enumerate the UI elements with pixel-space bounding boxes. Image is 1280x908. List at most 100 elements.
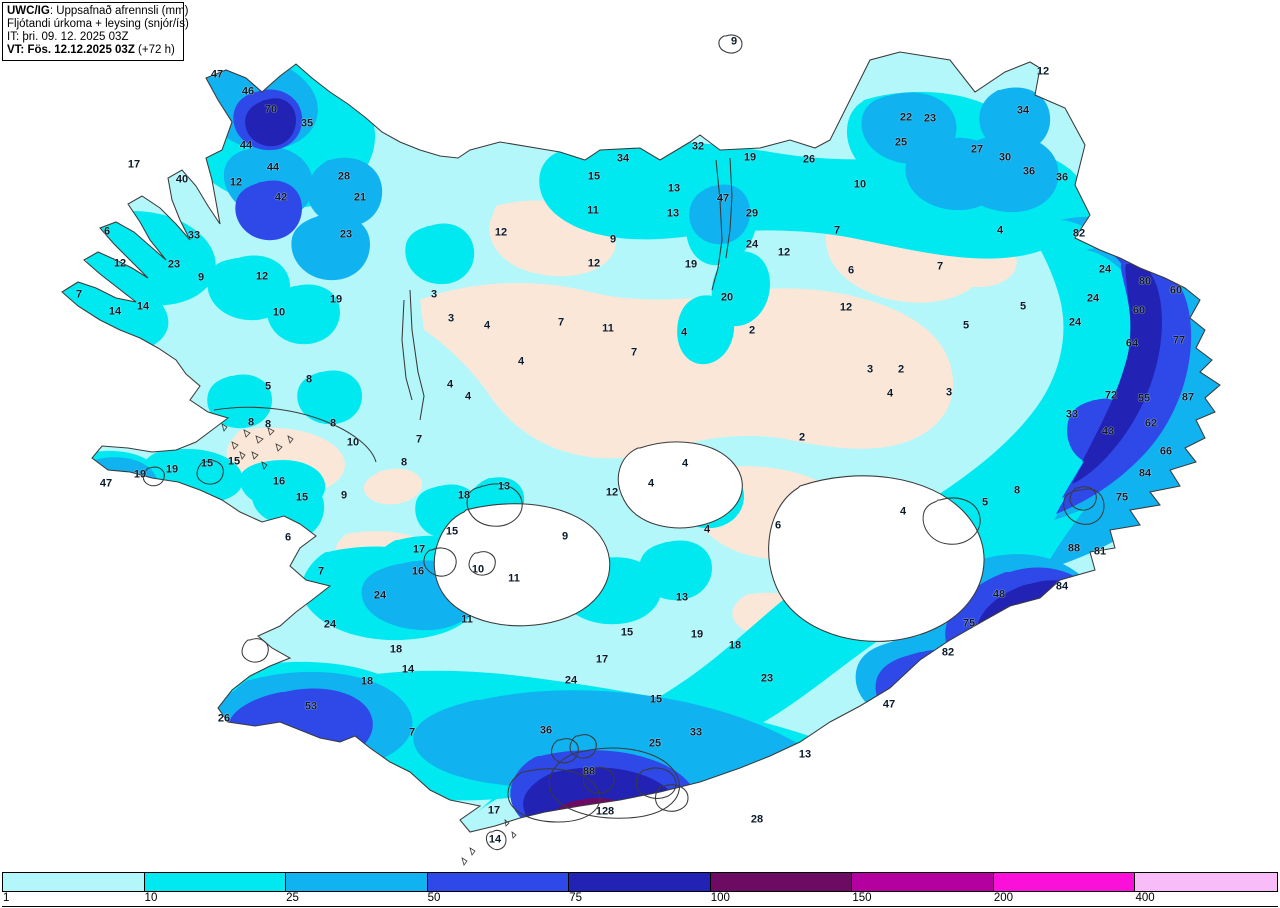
station-value: 33 xyxy=(187,229,201,242)
colorbar-legend: 1 10 25 50 75 100 150 200 400 xyxy=(0,872,1280,908)
map-legend-header: UWC/IG: Uppsafnað afrennsli (mm) Fljótan… xyxy=(2,2,189,61)
station-value: 15 xyxy=(227,455,241,468)
station-value: 27 xyxy=(970,143,984,156)
station-value: 19 xyxy=(690,628,704,641)
station-value: 18 xyxy=(728,639,742,652)
station-value: 84 xyxy=(1055,580,1069,593)
station-value: 5 xyxy=(1019,300,1027,313)
station-value: 24 xyxy=(1098,263,1112,276)
station-value: 4 xyxy=(886,387,894,400)
station-value: 6 xyxy=(774,519,782,532)
station-value: 15 xyxy=(445,525,459,538)
station-value: 8 xyxy=(400,456,408,469)
station-value: 23 xyxy=(167,258,181,271)
station-value: 44 xyxy=(266,161,280,174)
station-value: 12 xyxy=(777,246,791,259)
station-value: 11 xyxy=(461,613,473,626)
station-value: 82 xyxy=(941,646,955,659)
station-value: 12 xyxy=(113,257,127,270)
station-value: 10 xyxy=(853,178,867,191)
station-value: 9 xyxy=(730,35,738,48)
station-value: 35 xyxy=(300,117,314,130)
station-value: 10 xyxy=(346,436,360,449)
station-value: 3 xyxy=(945,386,953,399)
station-value: 24 xyxy=(373,589,387,602)
station-value: 15 xyxy=(295,491,309,504)
station-value: 4 xyxy=(681,457,689,470)
station-value: 7 xyxy=(75,288,83,301)
station-value: 4 xyxy=(483,319,491,332)
station-value: 77 xyxy=(1172,334,1186,347)
colorbar-tick-150: 150 xyxy=(852,892,872,904)
station-value: 18 xyxy=(457,489,471,502)
station-value: 47 xyxy=(99,477,113,490)
station-value: 40 xyxy=(175,173,189,186)
station-value: 3 xyxy=(430,288,438,301)
station-value: 8 xyxy=(305,373,313,386)
station-value: 2 xyxy=(897,363,905,376)
station-value: 13 xyxy=(497,480,511,493)
station-value: 9 xyxy=(561,530,569,543)
station-value: 19 xyxy=(684,258,698,271)
map-canvas[interactable]: 9 12 47 46 70 22 23 35 34 25 44 27 17 34 32 30 26 19 40 44 2… xyxy=(0,0,1280,866)
station-value: 12 xyxy=(605,486,619,499)
station-value: 46 xyxy=(241,85,255,98)
colorbar-tick-200: 200 xyxy=(993,892,1014,904)
station-value: 16 xyxy=(411,565,425,578)
station-value: 5 xyxy=(264,380,272,393)
station-value: 47 xyxy=(882,698,896,711)
station-value: 13 xyxy=(798,748,812,761)
colorbar-tick-labels: 1 10 25 50 75 100 150 200 400 xyxy=(2,892,1278,908)
station-value: 4 xyxy=(446,378,454,391)
station-value: 24 xyxy=(323,618,337,631)
station-value: 128 xyxy=(595,805,615,818)
station-value: 30 xyxy=(998,151,1012,164)
product-subtitle: Fljótandi úrkoma + leysing (snjór/ís) xyxy=(7,17,189,30)
station-value: 60 xyxy=(1169,284,1183,297)
station-value: 8 xyxy=(1013,484,1021,497)
station-value: 19 xyxy=(329,293,343,306)
station-value: 34 xyxy=(1016,104,1030,117)
station-value: 87 xyxy=(1181,391,1195,404)
station-value: 12 xyxy=(1036,65,1050,78)
station-value: 47 xyxy=(210,68,224,81)
colorbar-band-25-50 xyxy=(286,873,428,891)
colorbar-tick-10: 10 xyxy=(144,892,158,904)
station-value: 7 xyxy=(936,260,944,273)
station-value: 23 xyxy=(339,228,353,241)
station-value: 22 xyxy=(899,111,913,124)
station-value: 19 xyxy=(165,463,179,476)
station-value: 9 xyxy=(197,271,205,284)
station-value: 11 xyxy=(508,572,520,585)
station-value: 7 xyxy=(317,565,325,578)
colorbar-tick-25: 25 xyxy=(286,892,299,904)
station-value: 32 xyxy=(691,140,705,153)
station-value: 20 xyxy=(720,291,734,304)
station-value: 70 xyxy=(264,103,278,116)
station-value: 34 xyxy=(616,152,630,165)
station-value: 88 xyxy=(582,765,596,778)
station-value: 12 xyxy=(587,257,601,270)
station-value: 10 xyxy=(272,306,286,319)
valid-time-line: VT: Fös. 12.12.2025 03Z (+72 h) xyxy=(7,44,180,57)
station-value: 62 xyxy=(1144,417,1158,430)
station-value: 24 xyxy=(745,238,759,251)
model-title-line: UWC/IG: Uppsafnað afrennsli (mm) xyxy=(7,5,189,18)
colorbar-bands xyxy=(2,872,1278,892)
station-value: 42 xyxy=(274,191,288,204)
colorbar-band-150-200 xyxy=(852,873,994,891)
station-value: 29 xyxy=(745,207,759,220)
station-value: 2 xyxy=(748,324,756,337)
valid-time-offset: (+72 h) xyxy=(134,43,175,56)
station-value: 24 xyxy=(1068,316,1082,329)
station-value: 10 xyxy=(471,563,485,576)
station-value: 6 xyxy=(847,264,855,277)
station-value: 14 xyxy=(488,833,502,846)
station-value: 80 xyxy=(1138,275,1152,288)
station-value: 14 xyxy=(136,300,150,313)
station-value: 36 xyxy=(1022,165,1036,178)
init-time: IT: þri. 09. 12. 2025 03Z xyxy=(7,30,129,43)
station-value: 4 xyxy=(996,224,1004,237)
station-value: 11 xyxy=(587,204,599,217)
station-value: 81 xyxy=(1093,545,1107,558)
